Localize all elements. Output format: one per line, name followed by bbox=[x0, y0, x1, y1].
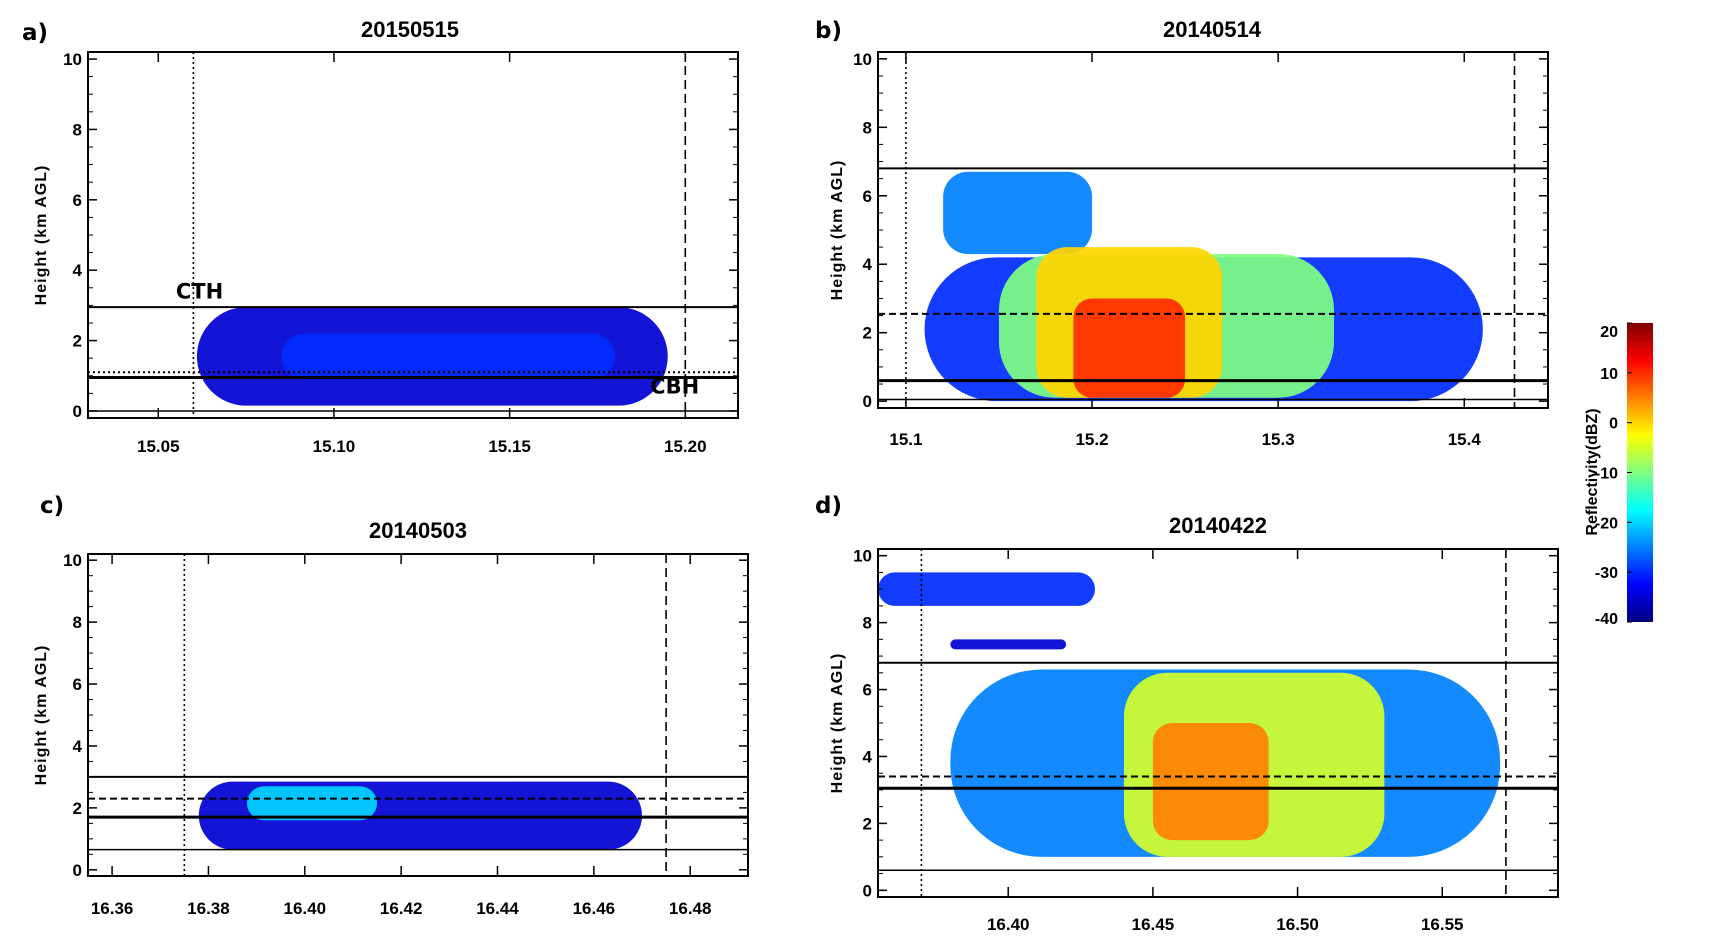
y-tick-label: 8 bbox=[73, 120, 82, 139]
x-tick-label: 16.40 bbox=[284, 899, 327, 918]
panel-title: 20140514 bbox=[1163, 17, 1262, 42]
y-axis-label: Height (km AGL) bbox=[33, 645, 50, 786]
y-tick-label: 2 bbox=[863, 324, 872, 343]
y-tick-label: 0 bbox=[73, 861, 82, 880]
x-tick-label: 15.20 bbox=[664, 437, 707, 456]
x-tick-label: 15.15 bbox=[488, 437, 531, 456]
y-tick-label: 4 bbox=[863, 747, 873, 766]
panel-label: c) bbox=[40, 493, 64, 519]
colorbar-tick-label: 20 bbox=[1600, 324, 1618, 341]
panel-a: 0 2 4 6 8 10 15.05 15.10 15.15 15.20 a) 20150515 Hei… bbox=[22, 17, 739, 456]
y-tick-label: 8 bbox=[863, 614, 872, 633]
x-tick-label: 16.42 bbox=[380, 899, 423, 918]
panel-title: 20140503 bbox=[369, 518, 467, 543]
cloud-echo bbox=[943, 171, 1093, 254]
y-tick-label: 6 bbox=[863, 681, 872, 700]
y-tick-label: 8 bbox=[863, 118, 872, 137]
x-tick-label: 16.38 bbox=[187, 899, 230, 918]
cloud-echo bbox=[950, 639, 1067, 650]
x-tick-label: 16.45 bbox=[1132, 915, 1175, 934]
y-tick-label: 10 bbox=[63, 50, 82, 69]
y-tick-label: 4 bbox=[863, 255, 873, 274]
x-tick-label: 15.3 bbox=[1262, 430, 1295, 449]
colorbar-tick-label: -40 bbox=[1595, 611, 1618, 628]
y-tick-label: 10 bbox=[63, 551, 82, 570]
panel-c: 0 2 4 6 8 10 16.36 16.38 16.40 16.42 16.44 16.46 16.… bbox=[33, 493, 749, 918]
y-tick-label: 0 bbox=[863, 881, 872, 900]
x-tick-label: 16.36 bbox=[91, 899, 134, 918]
colorbar-tick-label: -10 bbox=[1595, 466, 1618, 483]
x-tick-label: 15.05 bbox=[137, 437, 180, 456]
x-tick-label: 16.48 bbox=[669, 899, 712, 918]
y-tick-label: 6 bbox=[73, 191, 82, 210]
x-tick-label: 15.4 bbox=[1448, 430, 1482, 449]
x-tick-label: 15.1 bbox=[889, 430, 922, 449]
y-axis-label: Height (km AGL) bbox=[829, 653, 846, 794]
panel-title: 20150515 bbox=[361, 17, 459, 42]
x-tick-label: 15.2 bbox=[1075, 430, 1108, 449]
y-tick-label: 6 bbox=[863, 187, 872, 206]
y-tick-label: 0 bbox=[73, 402, 82, 421]
x-tick-label: 16.44 bbox=[476, 899, 519, 918]
cloud-echo bbox=[246, 786, 378, 821]
panel-label: d) bbox=[815, 493, 842, 519]
panel-title: 20140422 bbox=[1169, 513, 1267, 538]
y-tick-label: 8 bbox=[73, 613, 82, 632]
panel-label: b) bbox=[815, 18, 842, 44]
colorbar: 20 10 0 -10 -20 -30 -40 Reflectivity(dBZ) bbox=[1584, 322, 1653, 628]
x-tick-label: 16.55 bbox=[1421, 915, 1464, 934]
panel-b: 0 2 4 6 8 10 15.1 15.2 15.3 15.4 b) 20140514 Height … bbox=[815, 17, 1549, 449]
y-tick-label: 2 bbox=[73, 332, 82, 351]
cloud-echo bbox=[281, 333, 616, 380]
panel-label: a) bbox=[22, 20, 48, 46]
colorbar-tick-label: -30 bbox=[1595, 565, 1618, 582]
x-tick-label: 16.46 bbox=[573, 899, 616, 918]
y-tick-label: 2 bbox=[73, 799, 82, 818]
y-tick-label: 4 bbox=[73, 737, 83, 756]
annotation-cth: CTH bbox=[176, 279, 223, 303]
x-tick-label: 15.10 bbox=[313, 437, 356, 456]
y-tick-label: 0 bbox=[863, 392, 872, 411]
cloud-echo bbox=[1073, 298, 1186, 398]
y-tick-label: 6 bbox=[73, 675, 82, 694]
cloud-echo bbox=[1152, 723, 1269, 841]
y-tick-label: 10 bbox=[853, 50, 872, 69]
x-tick-label: 16.50 bbox=[1276, 915, 1319, 934]
y-tick-label: 2 bbox=[863, 814, 872, 833]
y-axis-label: Height (km AGL) bbox=[33, 165, 50, 306]
colorbar-tick-label: -20 bbox=[1595, 515, 1618, 532]
y-tick-label: 10 bbox=[853, 547, 872, 566]
colorbar-label: Reflectivity(dBZ) bbox=[1584, 408, 1601, 535]
y-tick-label: 4 bbox=[73, 261, 83, 280]
panel-d: 0 2 4 6 8 10 16.40 16.45 16.50 16.55 d) 20140422 Hei… bbox=[815, 493, 1559, 934]
colorbar-tick-label: 0 bbox=[1609, 416, 1618, 433]
colorbar-tick-label: 10 bbox=[1600, 366, 1618, 383]
x-tick-label: 16.40 bbox=[987, 915, 1030, 934]
cloud-echo bbox=[878, 572, 1096, 606]
annotation-cbh: CBH bbox=[650, 374, 699, 398]
y-axis-label: Height (km AGL) bbox=[829, 160, 846, 301]
